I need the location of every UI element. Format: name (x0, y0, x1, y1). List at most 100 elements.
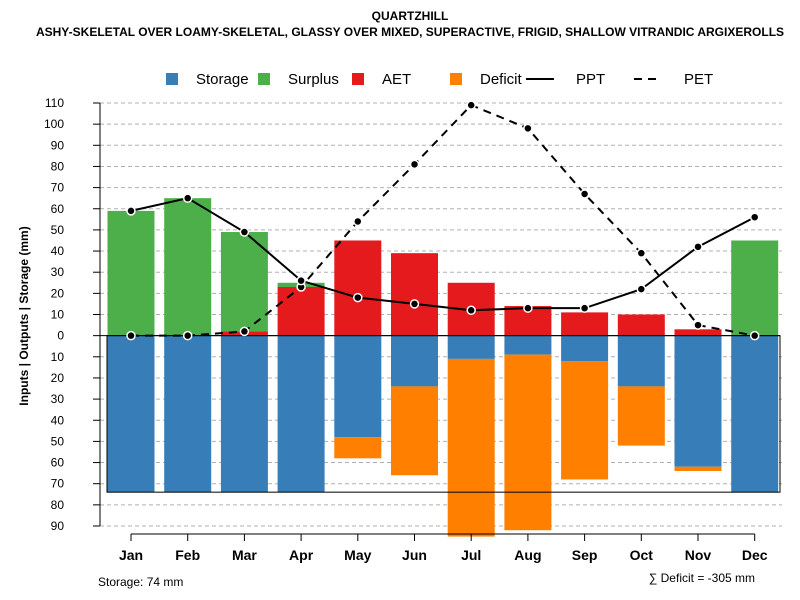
storage-bar (561, 335, 609, 362)
pet-line-point (636, 248, 647, 258)
x-tick-label: May (344, 547, 371, 563)
aet-bar (277, 287, 325, 336)
y-tick-label: 20 (51, 286, 65, 300)
pet-line-point (466, 100, 476, 110)
x-tick-label: Jun (402, 547, 427, 563)
ppt-line-point (182, 193, 193, 203)
pet-line-point (693, 320, 703, 330)
y-tick-label: 80 (51, 498, 65, 512)
chart-title: QUARTZHILL (372, 9, 449, 23)
y-tick-label: 10 (51, 308, 65, 322)
pet-line (131, 103, 755, 337)
storage-bar (617, 335, 665, 387)
legend-label: Storage (196, 71, 249, 88)
pet-line-point (579, 189, 590, 199)
aet-bar (617, 314, 665, 336)
legend: Storage Surplus AET Deficit PPT PET (166, 71, 713, 88)
y-tick-label: 70 (51, 181, 65, 195)
x-tick-label: Dec (742, 547, 768, 563)
aet-bar (334, 240, 382, 336)
deficit-bar (617, 386, 665, 446)
storage-bar (447, 335, 495, 359)
ppt-line-point (636, 284, 647, 294)
surplus-bar (220, 232, 268, 332)
deficit-bar (561, 361, 609, 480)
surplus-bar (107, 210, 155, 336)
y-tick-label: 100 (44, 117, 64, 131)
surplus-bar (164, 198, 212, 336)
x-tick-label: Oct (630, 547, 654, 563)
legend-label: AET (382, 71, 411, 88)
ppt-line-point (749, 212, 760, 222)
y-tick-label: 50 (51, 434, 65, 448)
legend-swatch (352, 73, 364, 85)
storage-note: Storage: 74 mm (98, 575, 183, 589)
legend-swatch (450, 73, 462, 85)
legend-label: PPT (576, 71, 605, 88)
storage-bar (674, 335, 722, 467)
deficit-bar (504, 354, 552, 531)
y-tick-label: 30 (51, 265, 65, 279)
ppt-line-point (409, 299, 420, 309)
storage-bar (391, 335, 438, 387)
deficit-bar (391, 386, 438, 476)
storage-bar (277, 335, 325, 493)
ppt-line-point (239, 227, 250, 237)
ppt-line-point (523, 303, 533, 313)
pet-line-point (239, 326, 250, 337)
legend-swatch (258, 73, 270, 85)
y-tick-label: 0 (57, 329, 64, 343)
y-tick-label: 90 (51, 138, 65, 152)
ppt-line-point (296, 275, 306, 286)
aet-bar (674, 329, 722, 336)
pet-line-point (126, 330, 136, 341)
x-tick-label: Jul (461, 547, 481, 563)
deficit-bar (447, 358, 495, 537)
ppt-line (130, 197, 756, 312)
y-tick-label: 40 (51, 244, 65, 258)
y-tick-label: 70 (51, 477, 65, 491)
storage-bar (164, 335, 212, 493)
y-tick-label: 50 (51, 223, 65, 237)
y-tick-label: 60 (51, 202, 65, 216)
deficit-bar (674, 466, 722, 472)
storage-bar (731, 335, 779, 493)
y-tick-label: 30 (51, 392, 65, 406)
aet-bar (561, 312, 609, 336)
ppt-line-point (693, 242, 703, 252)
x-tick-label: Nov (685, 547, 712, 563)
ppt-line-point (353, 292, 363, 303)
pet-line-point (409, 159, 420, 170)
storage-bar (107, 335, 155, 493)
x-tick-label: Apr (289, 547, 314, 563)
y-tick-label: 90 (51, 519, 65, 533)
x-tick-label: Sep (572, 547, 598, 563)
x-tick-label: Aug (514, 547, 541, 563)
storage-bar (220, 335, 268, 493)
pet-line-point (749, 330, 760, 341)
pet-line-point (523, 123, 533, 134)
storage-bar (504, 335, 552, 355)
y-tick-label: 40 (51, 413, 65, 427)
surplus-bar (731, 240, 779, 336)
x-tick-label: Feb (175, 547, 200, 563)
y-tick-label: 20 (51, 371, 65, 385)
gridlines (100, 102, 782, 527)
y-tick-label: 10 (51, 350, 65, 364)
storage-bar (334, 335, 382, 438)
legend-label: Surplus (288, 71, 339, 88)
legend-label: Deficit (480, 71, 523, 88)
deficit-note: ∑ Deficit = -305 mm (649, 571, 755, 585)
deficit-bar (334, 437, 382, 459)
axes: 1101009080706050403020100102030405060708… (44, 96, 768, 563)
y-axis-label: Inputs | Outputs | Storage (mm) (17, 226, 31, 405)
bars (100, 198, 781, 537)
pet-line-point (182, 330, 193, 341)
y-tick-label: 80 (51, 159, 65, 173)
lines (126, 100, 760, 341)
x-tick-label: Jan (119, 547, 143, 563)
ppt-line-point (126, 206, 136, 216)
x-tick-label: Mar (232, 547, 257, 563)
legend-label: PET (684, 71, 713, 88)
